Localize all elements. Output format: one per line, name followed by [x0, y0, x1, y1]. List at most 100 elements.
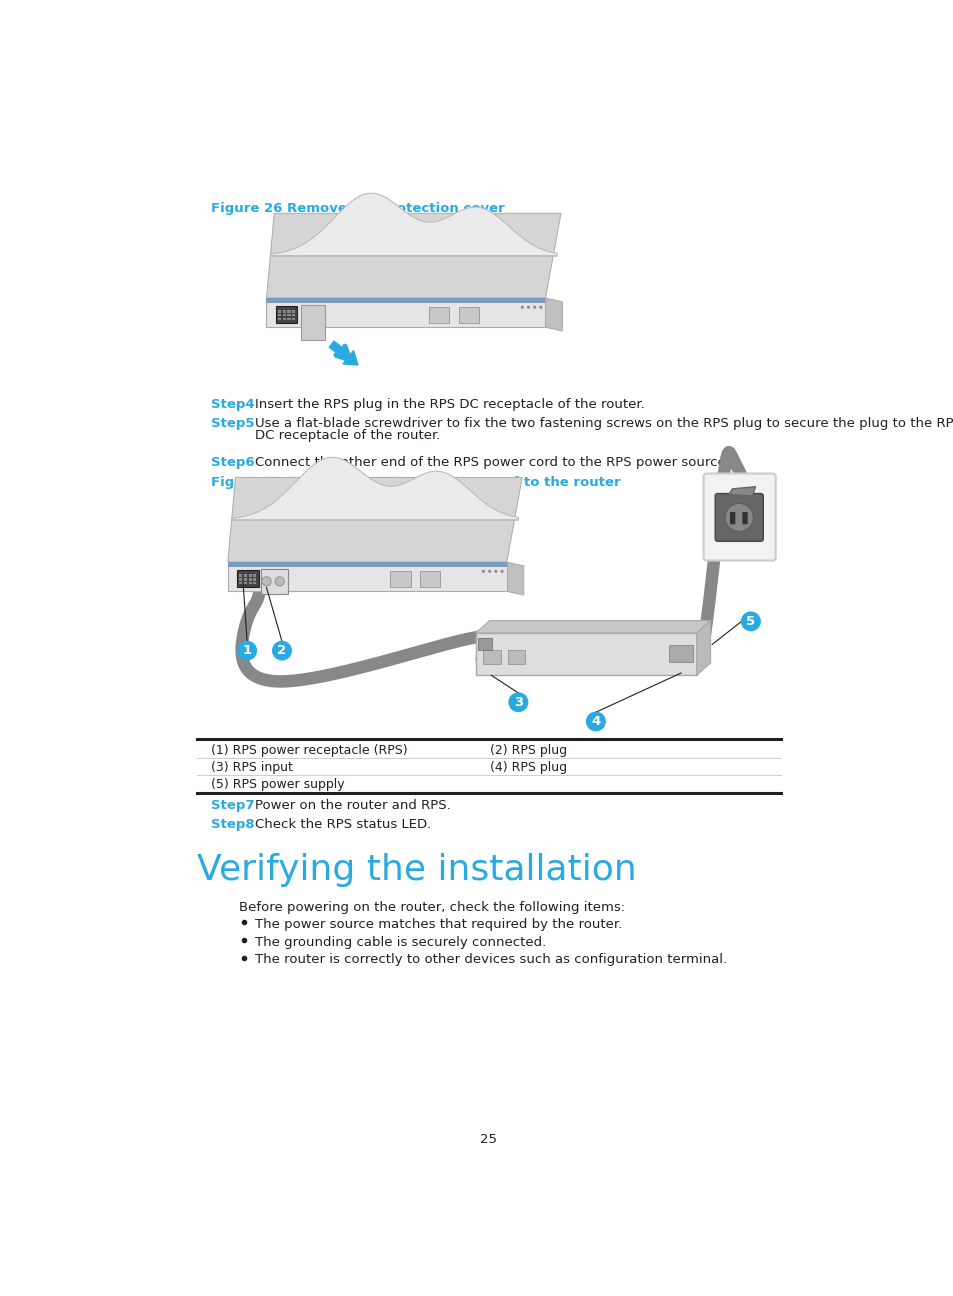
Circle shape — [261, 577, 271, 586]
FancyBboxPatch shape — [244, 574, 247, 577]
Text: The grounding cable is securely connected.: The grounding cable is securely connecte… — [254, 936, 545, 949]
FancyBboxPatch shape — [244, 582, 247, 584]
Text: Use a flat-blade screwdriver to fix the two fastening screws on the RPS plug to : Use a flat-blade screwdriver to fix the … — [254, 417, 953, 430]
FancyBboxPatch shape — [476, 632, 696, 675]
FancyBboxPatch shape — [278, 310, 281, 312]
Circle shape — [538, 306, 542, 308]
FancyBboxPatch shape — [282, 310, 286, 312]
Text: Check the RPS status LED.: Check the RPS status LED. — [254, 818, 431, 831]
Text: 5: 5 — [745, 614, 755, 627]
FancyBboxPatch shape — [278, 318, 281, 320]
Circle shape — [586, 713, 604, 731]
Circle shape — [481, 570, 484, 573]
Text: Step6: Step6 — [211, 456, 254, 469]
Text: Insert the RPS plug in the RPS DC receptacle of the router.: Insert the RPS plug in the RPS DC recept… — [254, 398, 644, 411]
FancyBboxPatch shape — [239, 574, 242, 577]
FancyBboxPatch shape — [429, 307, 449, 323]
Polygon shape — [545, 298, 562, 330]
FancyBboxPatch shape — [266, 298, 545, 327]
FancyBboxPatch shape — [703, 473, 775, 561]
Text: 25: 25 — [480, 1134, 497, 1147]
FancyBboxPatch shape — [715, 494, 762, 542]
FancyBboxPatch shape — [287, 314, 291, 316]
FancyBboxPatch shape — [239, 582, 242, 584]
FancyBboxPatch shape — [275, 306, 297, 323]
Text: Figure 27 Connect an RPS DC power cord to the router: Figure 27 Connect an RPS DC power cord t… — [211, 476, 619, 489]
Polygon shape — [266, 214, 560, 298]
Circle shape — [533, 306, 536, 308]
FancyBboxPatch shape — [253, 574, 256, 577]
FancyBboxPatch shape — [741, 512, 747, 525]
FancyBboxPatch shape — [300, 305, 325, 341]
Text: Verifying the installation: Verifying the installation — [196, 853, 636, 888]
FancyBboxPatch shape — [292, 318, 294, 320]
FancyBboxPatch shape — [390, 572, 410, 587]
FancyBboxPatch shape — [249, 582, 252, 584]
Circle shape — [526, 306, 530, 308]
Text: Step5: Step5 — [211, 417, 253, 430]
FancyBboxPatch shape — [239, 578, 242, 581]
FancyBboxPatch shape — [253, 578, 256, 581]
Circle shape — [740, 612, 760, 631]
Text: 3: 3 — [514, 696, 522, 709]
FancyBboxPatch shape — [253, 582, 256, 584]
FancyBboxPatch shape — [287, 310, 291, 312]
Text: Step4: Step4 — [211, 398, 254, 411]
FancyBboxPatch shape — [508, 649, 525, 664]
Circle shape — [494, 570, 497, 573]
Text: (1) RPS power receptacle (RPS): (1) RPS power receptacle (RPS) — [211, 744, 407, 757]
FancyBboxPatch shape — [282, 314, 286, 316]
FancyBboxPatch shape — [236, 570, 258, 587]
Text: 1: 1 — [242, 644, 252, 657]
Text: Power on the router and RPS.: Power on the router and RPS. — [254, 800, 450, 813]
Text: DC receptacle of the router.: DC receptacle of the router. — [254, 429, 439, 442]
Circle shape — [509, 693, 527, 712]
Polygon shape — [270, 193, 557, 255]
FancyBboxPatch shape — [287, 318, 291, 320]
Circle shape — [724, 504, 753, 531]
Circle shape — [273, 642, 291, 660]
Polygon shape — [506, 562, 523, 595]
Text: The router is correctly to other devices such as configuration terminal.: The router is correctly to other devices… — [254, 954, 726, 967]
Text: Before powering on the router, check the following items:: Before powering on the router, check the… — [239, 901, 625, 914]
Text: (5) RPS power supply: (5) RPS power supply — [211, 778, 344, 791]
Text: Figure 26 Remove the protection cover: Figure 26 Remove the protection cover — [211, 202, 504, 215]
FancyBboxPatch shape — [228, 562, 506, 591]
Polygon shape — [476, 621, 710, 632]
Text: Connect the other end of the RPS power cord to the RPS power source.: Connect the other end of the RPS power c… — [254, 456, 729, 469]
FancyBboxPatch shape — [419, 572, 439, 587]
FancyBboxPatch shape — [266, 298, 545, 303]
FancyBboxPatch shape — [282, 318, 286, 320]
Text: (4) RPS plug: (4) RPS plug — [489, 761, 566, 774]
FancyBboxPatch shape — [477, 638, 492, 649]
FancyBboxPatch shape — [228, 562, 506, 568]
FancyBboxPatch shape — [729, 512, 735, 525]
Text: 4: 4 — [591, 715, 599, 728]
Polygon shape — [696, 621, 710, 675]
Text: (3) RPS input: (3) RPS input — [211, 761, 293, 774]
FancyBboxPatch shape — [278, 314, 281, 316]
Text: The power source matches that required by the router.: The power source matches that required b… — [254, 918, 621, 931]
FancyBboxPatch shape — [458, 307, 478, 323]
Text: (2) RPS plug: (2) RPS plug — [489, 744, 566, 757]
Text: Step7: Step7 — [211, 800, 253, 813]
FancyBboxPatch shape — [244, 578, 247, 581]
Polygon shape — [329, 341, 357, 365]
Polygon shape — [728, 486, 755, 496]
Text: Step8: Step8 — [211, 818, 254, 831]
Text: 2: 2 — [277, 644, 286, 657]
Circle shape — [520, 306, 523, 308]
Circle shape — [500, 570, 503, 573]
FancyBboxPatch shape — [292, 314, 294, 316]
FancyBboxPatch shape — [249, 578, 252, 581]
FancyBboxPatch shape — [261, 569, 288, 594]
FancyBboxPatch shape — [669, 645, 692, 662]
FancyBboxPatch shape — [292, 310, 294, 312]
Circle shape — [274, 577, 284, 586]
Circle shape — [488, 570, 491, 573]
Circle shape — [237, 642, 256, 660]
Polygon shape — [228, 477, 521, 562]
FancyBboxPatch shape — [249, 574, 252, 577]
Polygon shape — [232, 457, 517, 520]
FancyBboxPatch shape — [483, 649, 500, 664]
